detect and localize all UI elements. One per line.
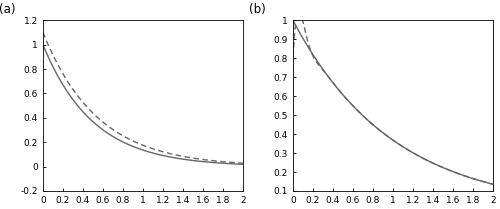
Text: (b): (b): [249, 3, 266, 16]
Text: (a): (a): [0, 3, 16, 16]
